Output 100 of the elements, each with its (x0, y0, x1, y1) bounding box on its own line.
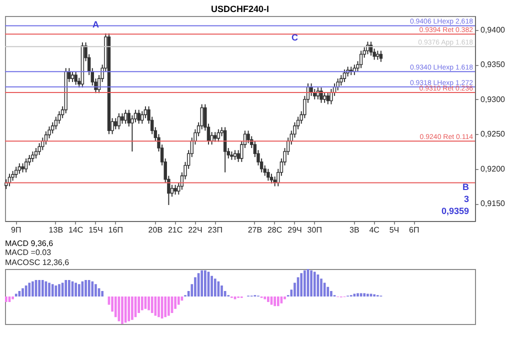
candlestick (320, 87, 323, 104)
x-tick-label: 14С (68, 226, 84, 234)
bar (194, 277, 196, 296)
x-tick-label: 13В (48, 226, 64, 234)
candlestick (140, 110, 144, 124)
bar (128, 296, 130, 322)
candlestick (326, 92, 330, 105)
bar (64, 280, 68, 296)
x-tick-label: 27В (248, 226, 262, 234)
bar (38, 280, 40, 296)
candlestick (379, 50, 383, 62)
candlestick (233, 150, 237, 160)
annotation: C (291, 32, 298, 43)
bar (234, 296, 236, 300)
bar (330, 291, 332, 296)
candlestick (18, 162, 22, 174)
y-tick-label: 0,9350 (480, 60, 506, 70)
candlestick (342, 69, 346, 83)
bar (48, 282, 50, 296)
candlestick (266, 168, 270, 182)
x-tick-label: 9П (11, 226, 22, 234)
bar (284, 296, 286, 300)
x-tick-label: 28С (267, 226, 282, 234)
bar (28, 282, 31, 296)
candlestick (114, 118, 118, 130)
x-tick-label: 21С (168, 226, 183, 234)
bar (220, 286, 223, 296)
bar (58, 284, 60, 296)
annotation: 3 (464, 194, 469, 204)
x-tick-label: 30П (307, 226, 322, 234)
candlestick (31, 151, 34, 162)
candlestick (117, 112, 121, 130)
chart-title: MACD 9,36,6 (5, 239, 54, 248)
bar (304, 270, 306, 296)
bar (22, 288, 24, 296)
bar (14, 294, 18, 296)
candlestick (322, 92, 326, 104)
candlestick (359, 50, 363, 69)
bar (84, 280, 87, 296)
candlestick (246, 130, 250, 144)
y-tick-label: 0,9150 (480, 199, 506, 208)
x-tick-label: 15Ч (88, 226, 103, 234)
y-tick-label: 0,9300 (480, 94, 506, 104)
bar (366, 294, 369, 296)
bar (164, 296, 167, 318)
candlestick (24, 158, 28, 173)
bar (150, 296, 154, 313)
bar (313, 272, 316, 296)
bar (101, 291, 104, 296)
bar (32, 281, 34, 296)
y-tick-label: 0,9250 (480, 130, 506, 139)
candlestick (214, 132, 217, 142)
bar (138, 296, 140, 313)
bar (310, 270, 312, 296)
bar (121, 296, 124, 324)
annotation: 0,9359 (441, 206, 469, 216)
y-tick-label: 0,9400 (480, 25, 506, 34)
x-tick-label: 16П (108, 226, 124, 234)
text: MACD =0.03 (5, 248, 52, 257)
candlestick (124, 109, 128, 124)
candlestick (14, 166, 18, 178)
bar (300, 273, 303, 296)
x-tick-label: 5Ч (389, 226, 400, 234)
bar (91, 281, 94, 296)
bar (41, 280, 44, 296)
annotation: B (462, 182, 470, 192)
bar (131, 296, 134, 320)
bar (148, 296, 150, 310)
bar (204, 270, 206, 296)
x-tick-label: 4С (369, 226, 380, 234)
y-tick-label: 0,9200 (480, 164, 506, 174)
bar (74, 282, 77, 296)
bar (200, 270, 204, 296)
bar (363, 293, 366, 296)
bar (274, 296, 276, 306)
x-tick-label: 22Ч (188, 226, 202, 234)
bar (94, 284, 97, 296)
bar (177, 296, 180, 305)
candlestick (273, 176, 276, 187)
candlestick (120, 112, 124, 124)
candlestick (137, 109, 140, 124)
chart-title: USDCHF240-I (210, 4, 270, 14)
bar (51, 284, 54, 296)
x-tick-label: 3В (350, 226, 360, 234)
bar (78, 284, 80, 296)
bar (210, 276, 213, 296)
bar (276, 296, 280, 306)
bar (356, 293, 359, 296)
bar (68, 280, 70, 296)
x-tick-label: 29Ч (288, 226, 302, 234)
bar (158, 296, 160, 318)
bar (12, 296, 14, 300)
bar (320, 278, 322, 296)
x-tick-label: 23П (208, 226, 223, 234)
bar (114, 296, 117, 318)
bar (168, 296, 170, 316)
candlestick (216, 128, 220, 142)
bar (174, 296, 176, 309)
bar (267, 296, 270, 302)
candlestick (21, 162, 24, 173)
